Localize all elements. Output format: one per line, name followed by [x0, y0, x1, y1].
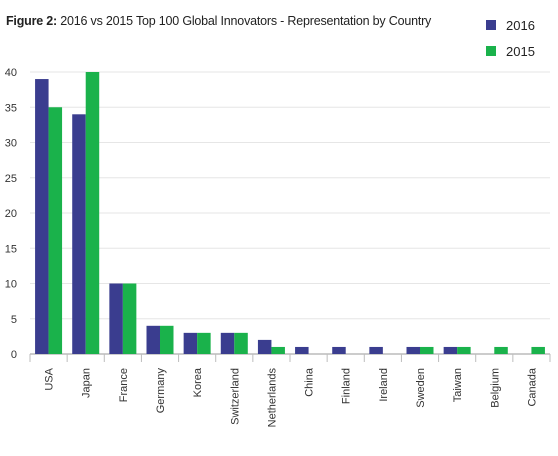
bar-2015-netherlands: [271, 346, 285, 354]
bar-2015-switzerland: [234, 332, 248, 354]
bar-2015-germany: [160, 325, 174, 354]
x-tick-label: Finland: [341, 368, 353, 404]
bar-2015-france: [122, 283, 137, 354]
y-tick-label: 25: [5, 173, 17, 185]
x-tick-label: France: [118, 368, 130, 402]
x-tick-label: Ireland: [378, 368, 390, 402]
bar-2016-switzerland: [220, 332, 235, 354]
figure-label: Figure 2:: [6, 14, 57, 28]
y-tick-label: 15: [5, 243, 17, 255]
bar-2016-usa: [35, 79, 49, 355]
bar-2016-ireland: [369, 346, 383, 354]
bar-2015-japan: [85, 72, 100, 354]
y-tick-label: 30: [5, 138, 17, 150]
x-tick-label: Korea: [192, 367, 204, 397]
chart-title: Figure 2: 2016 vs 2015 Top 100 Global In…: [6, 14, 431, 28]
legend: 2016 2015: [486, 12, 535, 64]
y-tick-label: 0: [11, 349, 17, 361]
legend-swatch-2016: [486, 20, 496, 30]
y-tick-label: 20: [5, 208, 17, 220]
x-tick-label: Netherlands: [266, 368, 278, 428]
figure-title: 2016 vs 2015 Top 100 Global Innovators -…: [60, 14, 432, 28]
legend-label-2015: 2015: [506, 43, 535, 59]
bar-2016-sweden: [406, 346, 420, 354]
bar-2016-taiwan: [443, 346, 458, 354]
x-tick-label: Taiwan: [452, 368, 464, 402]
x-tick-label: Sweden: [415, 368, 427, 408]
legend-item-2016: 2016: [486, 12, 535, 38]
bar-2015-belgium: [494, 346, 508, 354]
y-tick-label: 35: [5, 102, 17, 114]
y-tick-label: 10: [5, 279, 17, 291]
y-tick-label: 40: [5, 67, 17, 79]
bar-2015-korea: [197, 332, 211, 354]
bar-2016-korea: [183, 332, 198, 354]
x-tick-label: USA: [44, 367, 56, 390]
bar-2015-usa: [48, 107, 63, 354]
x-tick-label: China: [304, 367, 316, 397]
bar-2016-netherlands: [257, 339, 272, 354]
bar-2016-france: [109, 283, 123, 354]
x-tick-label: Canada: [526, 367, 538, 406]
x-tick-label: Japan: [81, 368, 93, 398]
x-tick-label: Germany: [155, 368, 167, 414]
legend-swatch-2015: [486, 46, 496, 56]
x-tick-label: Belgium: [489, 368, 501, 408]
bar-2015-sweden: [420, 346, 434, 354]
bar-2016-china: [295, 346, 309, 354]
bar-2015-canada: [531, 346, 545, 354]
bar-2016-japan: [72, 114, 86, 354]
legend-label-2016: 2016: [506, 17, 535, 33]
bar-2015-taiwan: [457, 346, 471, 354]
bar-2016-finland: [332, 346, 346, 354]
legend-item-2015: 2015: [486, 38, 535, 64]
y-tick-label: 5: [11, 314, 17, 326]
x-tick-label: Switzerland: [229, 368, 241, 425]
bar-2016-germany: [146, 325, 160, 354]
